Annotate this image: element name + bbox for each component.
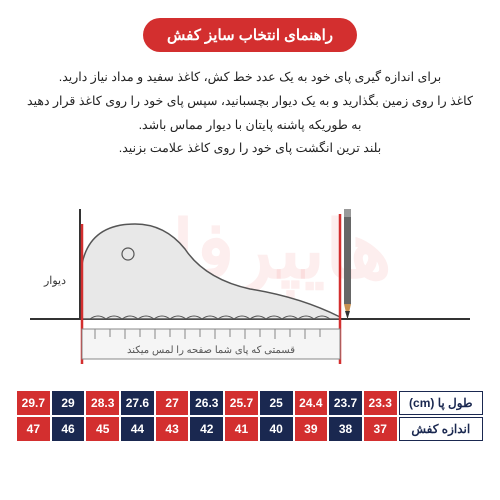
table-cell: 39 <box>295 417 328 441</box>
table-cell: 25 <box>260 391 293 415</box>
foot-measurement-diagram: دیوار <box>20 169 480 379</box>
table-cell: 29 <box>52 391 85 415</box>
table-cell: 42 <box>190 417 223 441</box>
pencil-icon <box>344 209 351 319</box>
table-cell: 23.3 <box>364 391 397 415</box>
table-cell: 47 <box>17 417 50 441</box>
table-cell: 26.3 <box>190 391 223 415</box>
table-cell: 41 <box>225 417 258 441</box>
table-cell: 46 <box>52 417 85 441</box>
table-cell: 29.7 <box>17 391 50 415</box>
table-cell: 40 <box>260 417 293 441</box>
wall-label: دیوار <box>43 275 66 287</box>
foot-silhouette <box>82 224 340 319</box>
instruction-line: به طوریکه پاشنه پایتان با دیوار مماس باش… <box>20 114 480 138</box>
table-cell: 28.3 <box>86 391 119 415</box>
table-cell: 23.7 <box>329 391 362 415</box>
shoe-size-row: اندازه کفش 37 38 39 40 41 42 43 44 45 46… <box>17 417 483 441</box>
table-cell: 27 <box>156 391 189 415</box>
instructions-block: برای اندازه گیری پای خود به یک عدد خط کش… <box>20 66 480 161</box>
table-cell: 27.6 <box>121 391 154 415</box>
page-title: راهنمای انتخاب سایز کفش <box>143 18 357 52</box>
instruction-line: کاغذ را روی زمین بگذارید و به یک دیوار ب… <box>20 90 480 114</box>
table-cell: 24.4 <box>295 391 328 415</box>
row-label-length: طول پا (cm) <box>399 391 483 415</box>
table-cell: 43 <box>156 417 189 441</box>
ruler-label: قسمتی که پای شما صفحه را لمس میکند <box>127 345 295 356</box>
table-cell: 45 <box>86 417 119 441</box>
instruction-line: برای اندازه گیری پای خود به یک عدد خط کش… <box>20 66 480 90</box>
foot-length-row: طول پا (cm) 23.3 23.7 24.4 25 25.7 26.3 … <box>17 391 483 415</box>
size-table: طول پا (cm) 23.3 23.7 24.4 25 25.7 26.3 … <box>15 389 485 443</box>
table-cell: 38 <box>329 417 362 441</box>
table-cell: 37 <box>364 417 397 441</box>
instruction-line: بلند ترین انگشت پای خود را روی کاغذ علام… <box>20 137 480 161</box>
table-cell: 44 <box>121 417 154 441</box>
row-label-size: اندازه کفش <box>399 417 483 441</box>
table-cell: 25.7 <box>225 391 258 415</box>
